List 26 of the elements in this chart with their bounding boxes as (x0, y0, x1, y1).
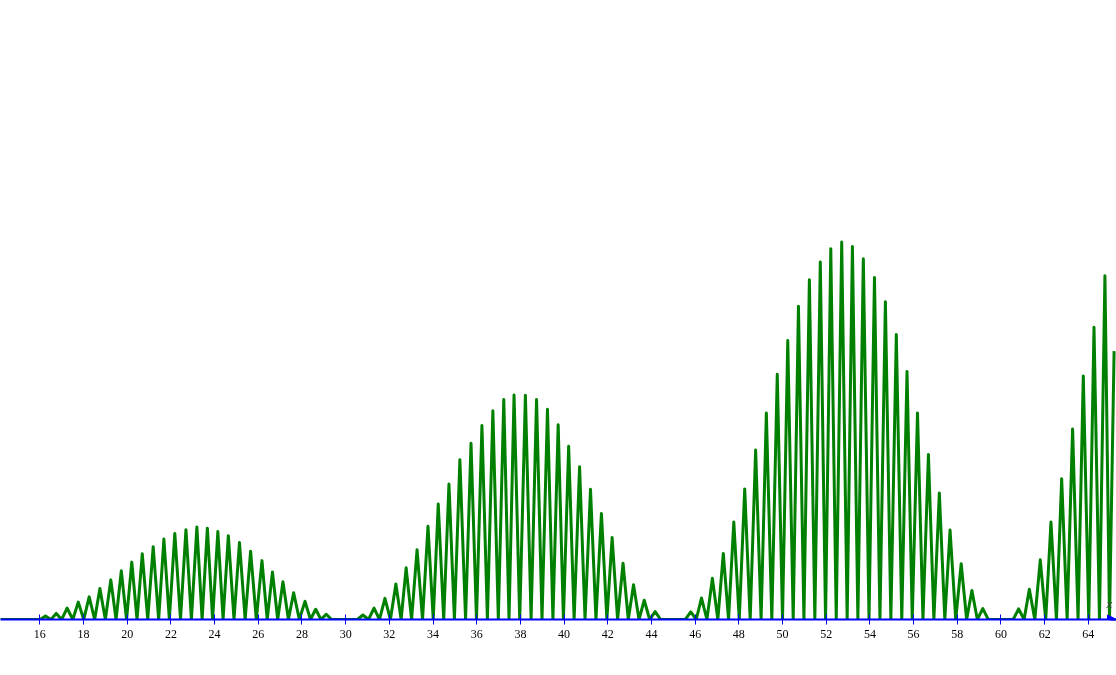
x-tick-label: 16 (33, 626, 46, 641)
x-tick-label: 46 (689, 626, 702, 641)
x-tick-label: 32 (383, 626, 396, 641)
x-tick-label: 30 (339, 626, 352, 641)
x-tick-label: 34 (427, 626, 440, 641)
x-tick-label: 38 (514, 626, 527, 641)
x-tick-label: 22 (164, 626, 177, 641)
x-tick-label: 40 (558, 626, 571, 641)
x-tick-label: 26 (252, 626, 265, 641)
x-tick-label: 52 (820, 626, 833, 641)
x-tick-label: 54 (863, 626, 876, 641)
x-tick-label: 64 (1082, 626, 1095, 641)
x-tick-label: 56 (907, 626, 920, 641)
x-tick-label: 24 (208, 626, 221, 641)
x-tick-label: 62 (1038, 626, 1051, 641)
x-tick-label: 42 (601, 626, 614, 641)
x-tick-label: 50 (776, 626, 789, 641)
x-tick-label: 58 (951, 626, 964, 641)
x-tick-label: 28 (295, 626, 308, 641)
x-tick-label: 36 (470, 626, 483, 641)
x-axis-title: x (1105, 595, 1113, 611)
x-tick-label: 44 (645, 626, 658, 641)
x-tick-label: 20 (121, 626, 134, 641)
x-tick-label: 60 (994, 626, 1007, 641)
x-tick-label: 18 (77, 626, 90, 641)
x-tick-label: 48 (732, 626, 745, 641)
